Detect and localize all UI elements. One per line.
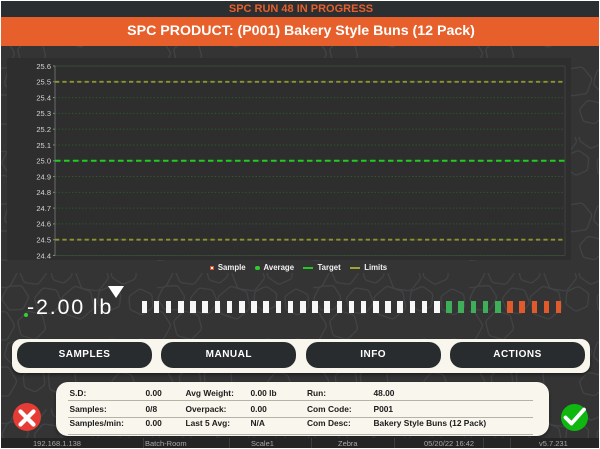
svg-text:24.7: 24.7 xyxy=(36,204,51,213)
svg-text:25.5: 25.5 xyxy=(36,78,51,87)
svg-text:25.2: 25.2 xyxy=(36,125,51,134)
svg-text:25.4: 25.4 xyxy=(36,93,51,102)
svg-text:25.0: 25.0 xyxy=(36,157,51,166)
svg-text:24.5: 24.5 xyxy=(36,235,51,244)
svg-text:25.1: 25.1 xyxy=(36,141,51,150)
svg-text:24.9: 24.9 xyxy=(36,172,51,181)
svg-text:24.6: 24.6 xyxy=(36,220,51,229)
svg-text:25.3: 25.3 xyxy=(36,109,51,118)
svg-text:24.4: 24.4 xyxy=(36,251,51,260)
svg-text:24.8: 24.8 xyxy=(36,188,51,197)
svg-text:25.6: 25.6 xyxy=(36,62,51,71)
